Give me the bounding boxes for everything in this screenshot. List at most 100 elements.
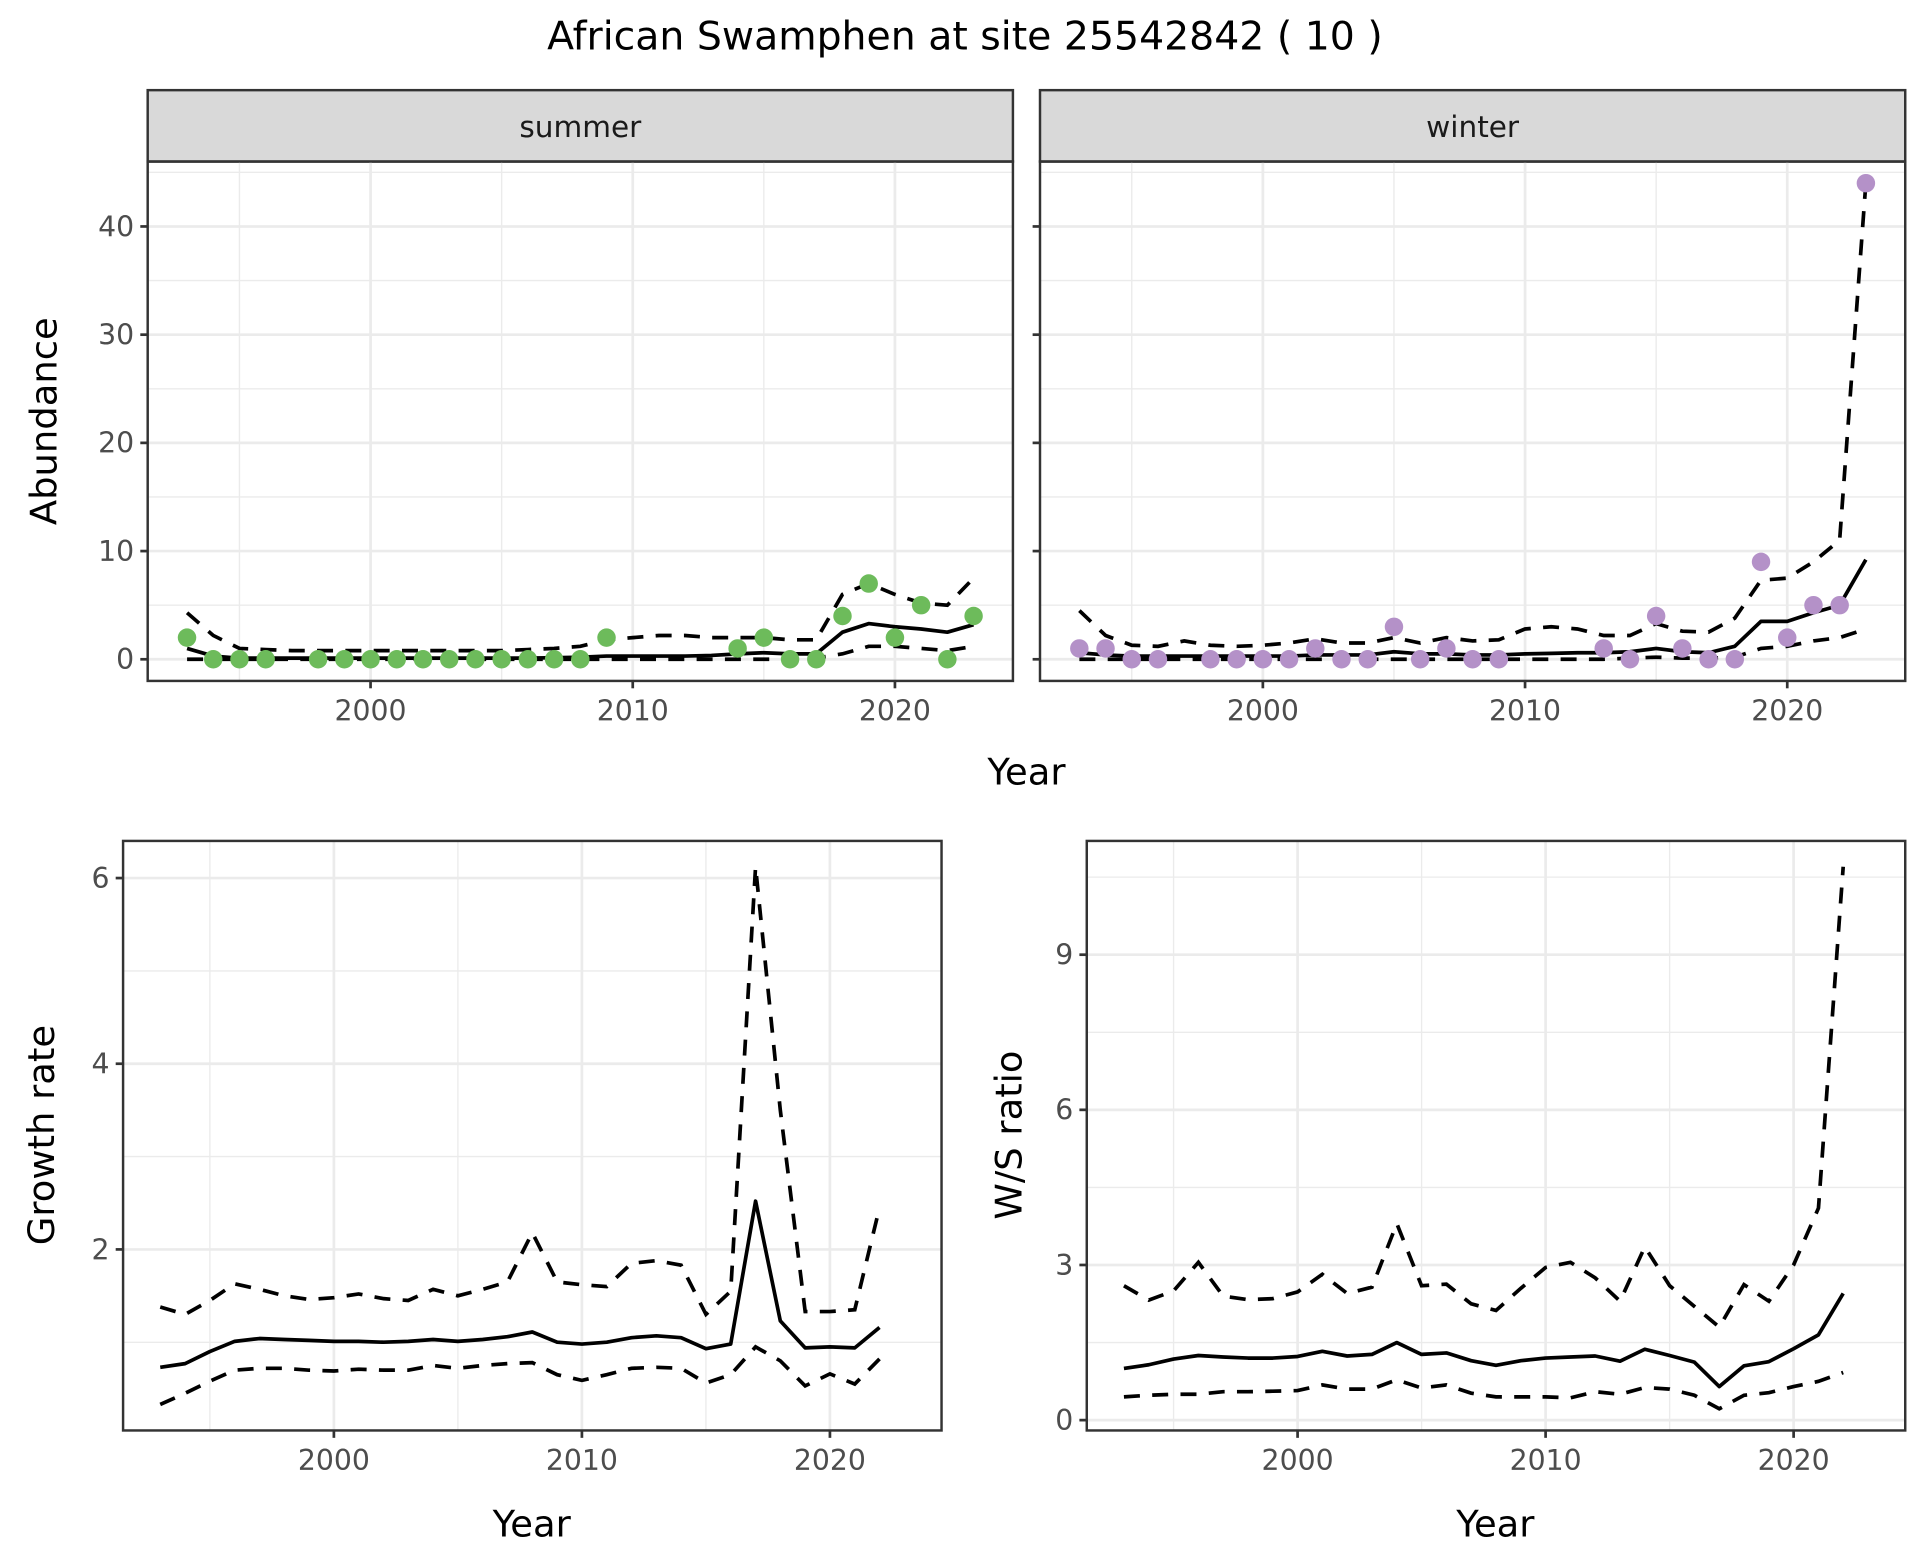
summer-data-point [780, 650, 800, 669]
panel-border [146, 160, 1015, 683]
summer-data-point [597, 628, 616, 647]
facet-label-winter: winter [1426, 110, 1520, 144]
x-tick-label: 2010 [1489, 694, 1561, 727]
gridlines [147, 161, 1013, 681]
summer-data-point [859, 574, 878, 593]
summer-data-point [807, 650, 826, 669]
y-tick-label: 4 [92, 1048, 110, 1081]
x-tick-label: 2010 [597, 694, 669, 727]
series-lines [1123, 866, 1846, 1411]
x-axis: 2000 2010 2020 [335, 680, 931, 727]
y-tick-label: 40 [98, 210, 134, 243]
winter-data-point [1279, 650, 1299, 669]
summer-data-point [964, 606, 983, 626]
x-tick-label: 2000 [1227, 694, 1299, 727]
winter-data-point [1489, 650, 1509, 669]
summer-data-point [938, 650, 957, 669]
panel-border [121, 839, 943, 1432]
summer-data-point [177, 628, 197, 647]
summer-lower-ci-line [187, 644, 974, 662]
facet-strip-winter [1038, 88, 1907, 163]
summer-upper-ci-line [185, 576, 975, 653]
x-tick-label: 2020 [859, 694, 931, 727]
summer-data-point [466, 650, 485, 669]
summer-data-point [518, 650, 538, 669]
y-tick-label: 20 [98, 427, 134, 460]
data-points [177, 574, 983, 669]
summer-data-point [544, 650, 564, 669]
growth-lower-line [159, 1344, 881, 1407]
growth-upper-line [159, 866, 882, 1318]
x-tick-label: 2000 [335, 694, 407, 727]
gridlines [1040, 161, 1906, 681]
y-tick-label: 6 [92, 862, 110, 895]
winter-data-point [1201, 650, 1220, 669]
winter-data-point [1778, 628, 1797, 647]
winter-data-point [1306, 639, 1325, 658]
winter-data-point [1856, 173, 1876, 193]
winter-upper-ci-line [1078, 183, 1868, 649]
summer-data-point [885, 628, 905, 647]
abundance-x-label: Year [986, 750, 1066, 793]
winter-data-point [1725, 650, 1745, 669]
summer-data-point [256, 650, 275, 669]
abundance-panel-winter: winter 2000 2010 2020 [1032, 88, 1907, 727]
growth-x-label: Year [492, 1502, 572, 1545]
y-tick-label: 3 [1055, 1249, 1073, 1282]
y-tick-label: 30 [98, 319, 134, 352]
ws-lower-line [1123, 1370, 1844, 1411]
ws-x-label: Year [1455, 1502, 1535, 1545]
gridlines [123, 840, 942, 1431]
x-tick-label: 2000 [298, 1444, 370, 1477]
winter-data-point [1751, 552, 1771, 572]
y-tick-label: 10 [98, 535, 134, 568]
winter-data-point [1148, 650, 1168, 669]
growth-mean-line [159, 1199, 881, 1370]
summer-data-point [204, 650, 223, 669]
series-lines [185, 576, 975, 662]
x-axis: 2000 2010 2020 [298, 1430, 866, 1477]
abundance-y-label: Abundance [23, 317, 66, 525]
winter-data-point [1358, 650, 1377, 669]
x-axis: 2000 2010 2020 [1032, 225, 1823, 727]
y-tick-label: 6 [1055, 1094, 1073, 1127]
series-lines [1078, 183, 1868, 662]
y-axis: 0 10 20 30 40 [98, 210, 148, 676]
y-tick-label: 9 [1055, 939, 1073, 972]
winter-data-point [1070, 639, 1089, 658]
y-tick-label: 2 [92, 1233, 110, 1266]
x-tick-label: 2010 [1510, 1444, 1582, 1477]
summer-data-point [833, 606, 852, 626]
winter-data-point [1646, 606, 1666, 626]
x-tick-label: 2020 [1758, 1444, 1830, 1477]
summer-data-point [308, 650, 328, 669]
panel-border [1085, 839, 1907, 1432]
y-tick-label: 0 [1055, 1404, 1073, 1437]
summer-data-point [728, 639, 747, 658]
winter-data-point [1227, 650, 1246, 669]
summer-data-point [230, 650, 249, 669]
winter-data-point [1620, 650, 1640, 669]
winter-data-point [1699, 650, 1718, 669]
summer-data-point [911, 595, 931, 615]
x-tick-label: 2020 [1751, 694, 1823, 727]
winter-data-point [1437, 639, 1456, 658]
summer-data-point [439, 650, 459, 669]
facet-strip-summer [146, 88, 1015, 163]
x-axis: 2000 2010 2020 [1262, 1430, 1830, 1477]
winter-data-point [1122, 650, 1141, 669]
x-tick-label: 2000 [1262, 1444, 1334, 1477]
figure-title: African Swamphen at site 25542842 ( 10 ) [547, 14, 1383, 60]
winter-data-point [1332, 650, 1351, 669]
gridlines [1086, 840, 1906, 1431]
winter-data-point [1673, 639, 1692, 658]
winter-data-point [1410, 650, 1430, 669]
data-points [1070, 173, 1876, 669]
y-axis: 0 3 6 9 [1055, 939, 1087, 1437]
winter-data-point [1253, 650, 1273, 669]
winter-data-point [1463, 650, 1482, 669]
panel-border [1038, 160, 1907, 683]
summer-data-point [335, 650, 354, 669]
winter-data-point [1804, 595, 1823, 615]
y-tick-label: 0 [116, 643, 134, 676]
